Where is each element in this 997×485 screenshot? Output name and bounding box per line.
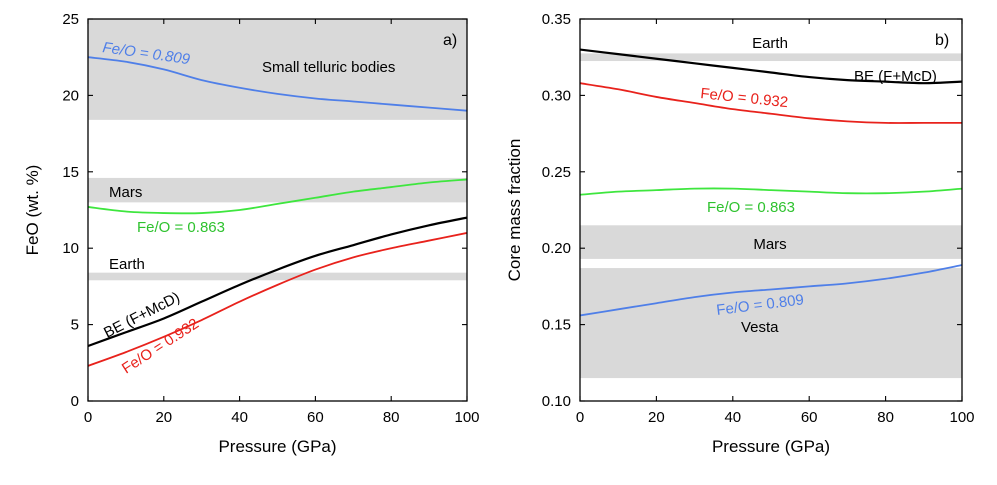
panel-a-feo-chart: 0 20 40 60 80 100 0 5 10 15 20 25 Pressure (GPa) FeO … bbox=[23, 11, 480, 456]
x-tick-label: 40 bbox=[231, 409, 248, 426]
panel-label: b) bbox=[935, 32, 949, 49]
series-line-fe-o-0-932 bbox=[88, 232, 467, 367]
x-tick-label: 60 bbox=[801, 409, 818, 426]
y-tick-label: 0.30 bbox=[542, 87, 571, 104]
annotation-earth: Earth bbox=[109, 256, 145, 273]
y-tick-label: 0 bbox=[71, 393, 79, 410]
x-tick-label: 0 bbox=[84, 409, 92, 426]
y-tick-label: 0.10 bbox=[542, 393, 571, 410]
y-tick-label: 0.25 bbox=[542, 164, 571, 181]
x-tick-label: 100 bbox=[949, 409, 974, 426]
x-tick-label: 60 bbox=[307, 409, 324, 426]
series-line-fe-o-0-932 bbox=[580, 82, 962, 124]
series-line-be-f-mcd bbox=[580, 48, 962, 85]
series-line-fe-o-0-809 bbox=[580, 264, 962, 317]
x-tick-label: 40 bbox=[724, 409, 741, 426]
annotation-mars: Mars bbox=[109, 184, 142, 201]
y-tick-label: 15 bbox=[62, 164, 79, 181]
plot-frame bbox=[87, 18, 468, 402]
y-tick-label: 20 bbox=[62, 87, 79, 104]
series-line-fe-o-0-863 bbox=[88, 178, 467, 215]
annotation-earth: Earth bbox=[752, 35, 788, 52]
annotation-fe-o-0-863: Fe/O = 0.863 bbox=[137, 219, 225, 236]
annotation-mars: Mars bbox=[753, 236, 786, 253]
y-tick-label: 0.20 bbox=[542, 240, 571, 257]
band-vesta bbox=[580, 268, 962, 379]
series-line-be-f-mcd bbox=[88, 216, 467, 348]
x-tick-label: 80 bbox=[877, 409, 894, 426]
x-tick-label: 20 bbox=[155, 409, 172, 426]
y-tick-label: 10 bbox=[62, 240, 79, 257]
y-tick-label: 5 bbox=[71, 317, 79, 334]
annotation-vesta: Vesta bbox=[741, 319, 779, 336]
x-axis-label: Pressure (GPa) bbox=[218, 437, 336, 456]
band-mars bbox=[580, 225, 962, 259]
x-tick-label: 20 bbox=[648, 409, 665, 426]
panel-b-core-mass-chart: 0 20 40 60 80 100 0.10 0.15 0.20 0.25 0.30 0.35 Pres… bbox=[505, 11, 975, 456]
series-line-fe-o-0-863 bbox=[580, 187, 962, 196]
x-tick-label: 80 bbox=[383, 409, 400, 426]
annotation-fe-o-0-932: Fe/O = 0.932 bbox=[700, 85, 789, 111]
x-tick-label: 100 bbox=[454, 409, 479, 426]
series-line-fe-o-0-809 bbox=[88, 56, 467, 112]
band-mars bbox=[88, 177, 467, 203]
x-axis-label: Pressure (GPa) bbox=[712, 437, 830, 456]
y-axis-label: FeO (wt. %) bbox=[23, 165, 42, 256]
annotation-fe-o-0-863: Fe/O = 0.863 bbox=[707, 199, 795, 216]
y-axis-label: Core mass fraction bbox=[505, 139, 524, 282]
x-tick-label: 0 bbox=[576, 409, 584, 426]
band-small-telluric-bodies bbox=[88, 19, 467, 120]
y-tick-label: 0.35 bbox=[542, 11, 571, 28]
plot-frame bbox=[579, 18, 963, 402]
y-tick-label: 0.15 bbox=[542, 317, 571, 334]
annotation-small-telluric-bodies: Small telluric bodies bbox=[262, 59, 395, 76]
band-earth bbox=[88, 272, 467, 281]
annotation-be-f-mcd: BE (F+McD) bbox=[854, 68, 937, 85]
panel-label: a) bbox=[443, 32, 457, 49]
band-earth bbox=[580, 53, 962, 62]
y-tick-label: 25 bbox=[62, 11, 79, 28]
